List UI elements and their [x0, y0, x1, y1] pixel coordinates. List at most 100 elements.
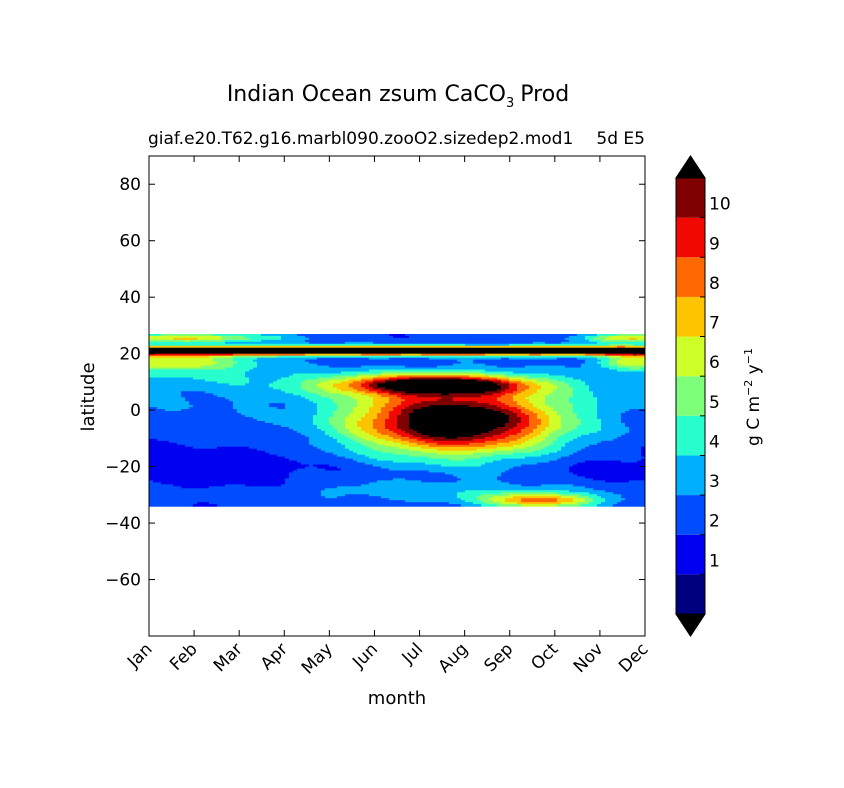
contour-cell — [621, 500, 645, 503]
contour-cell — [377, 430, 394, 434]
contour-cell — [357, 440, 374, 444]
contour-cell — [589, 444, 645, 448]
contour-cell — [533, 450, 558, 454]
contour-cell — [149, 371, 246, 375]
contour-cell — [149, 337, 174, 341]
contour-cell — [225, 484, 246, 487]
contour-cell — [537, 417, 550, 420]
contour-cell — [505, 470, 570, 474]
contour-cell — [233, 405, 270, 408]
contour-cell — [149, 474, 290, 478]
contour-cell — [285, 478, 394, 481]
contour-cell — [517, 415, 530, 418]
contour-cell — [397, 417, 410, 420]
contour-cell — [461, 504, 482, 507]
contour-cell — [365, 413, 378, 416]
contour-cell — [349, 379, 362, 382]
contour-cell — [425, 440, 486, 444]
contour-cell — [597, 407, 645, 410]
contour-cell — [417, 430, 490, 434]
contour-cell — [329, 365, 362, 369]
contour-cell — [341, 381, 354, 384]
contour-cell — [317, 393, 342, 396]
contour-cell — [537, 407, 554, 410]
contour-cell — [585, 353, 606, 357]
contour-cell — [149, 476, 290, 479]
contour-cell — [573, 407, 598, 410]
contour-cell — [149, 369, 250, 373]
contour-cell — [321, 428, 338, 432]
contour-cell — [549, 420, 562, 424]
contour-cell — [349, 436, 362, 440]
colorbar-tick-label: 5 — [709, 393, 720, 413]
contour-cell — [533, 405, 550, 408]
contour-cell — [149, 381, 218, 384]
contour-cell — [537, 383, 554, 386]
contour-cell — [309, 436, 334, 440]
contour-cell — [573, 393, 594, 396]
contour-cell — [513, 397, 526, 400]
contour-cell — [337, 403, 358, 406]
contour-cell — [641, 450, 645, 454]
contour-cell — [149, 430, 298, 434]
contour-cell — [497, 365, 526, 369]
contour-cell — [257, 419, 314, 422]
contour-cell — [441, 397, 454, 400]
contour-cell — [557, 387, 574, 390]
contour-cell — [601, 420, 622, 424]
contour-cell — [305, 397, 330, 400]
contour-cell — [389, 391, 406, 394]
contour-cell — [509, 409, 522, 412]
contour-cell — [377, 442, 402, 446]
contour-cell — [601, 428, 630, 432]
contour-cell — [485, 444, 514, 448]
contour-cell — [337, 438, 354, 442]
contour-cell — [545, 401, 570, 404]
contour-cell — [397, 415, 410, 418]
contour-cell — [585, 486, 645, 489]
contour-cell — [397, 379, 478, 382]
contour-cell — [545, 399, 570, 402]
contour-cell — [281, 377, 318, 381]
y-tick-label: −40 — [105, 514, 141, 534]
contour-cell — [149, 472, 290, 476]
contour-cell — [529, 424, 538, 428]
contour-cell — [301, 395, 322, 398]
contour-cell — [345, 341, 374, 345]
contour-cell — [577, 436, 618, 440]
contour-cell — [453, 399, 498, 402]
contour-cell — [505, 403, 518, 406]
contour-cell — [313, 401, 334, 404]
contour-cell — [409, 417, 510, 420]
colorbar-tick-label: 7 — [709, 314, 720, 334]
contour-cell — [561, 448, 582, 452]
contour-cell — [621, 434, 645, 438]
colorbar-tick-label: 3 — [709, 472, 720, 492]
contour-cell — [593, 337, 606, 341]
contour-cell — [465, 343, 510, 347]
contour-cell — [329, 379, 350, 382]
colorbar-outline — [675, 155, 706, 637]
contour-cell — [157, 438, 310, 442]
contour-cell — [477, 498, 490, 501]
contour-cell — [493, 434, 510, 438]
contour-cell — [357, 452, 394, 456]
contour-cell — [509, 415, 518, 418]
contour-cell — [345, 420, 358, 424]
contour-cell — [457, 359, 474, 363]
contour-cell — [541, 430, 554, 434]
contour-cell — [533, 444, 550, 448]
contour-cell — [373, 448, 410, 452]
contour-cell — [401, 393, 442, 396]
contour-cell — [597, 415, 622, 418]
contour-cell — [537, 462, 578, 466]
contour-cell — [517, 424, 530, 428]
contour-cell — [313, 417, 330, 420]
contour-cell — [557, 411, 574, 414]
contour-cell — [337, 466, 382, 470]
contour-cell — [261, 334, 298, 337]
contour-cell — [557, 379, 582, 382]
contour-cell — [393, 389, 498, 392]
contour-cell — [341, 389, 358, 392]
contour-cell — [305, 434, 330, 438]
